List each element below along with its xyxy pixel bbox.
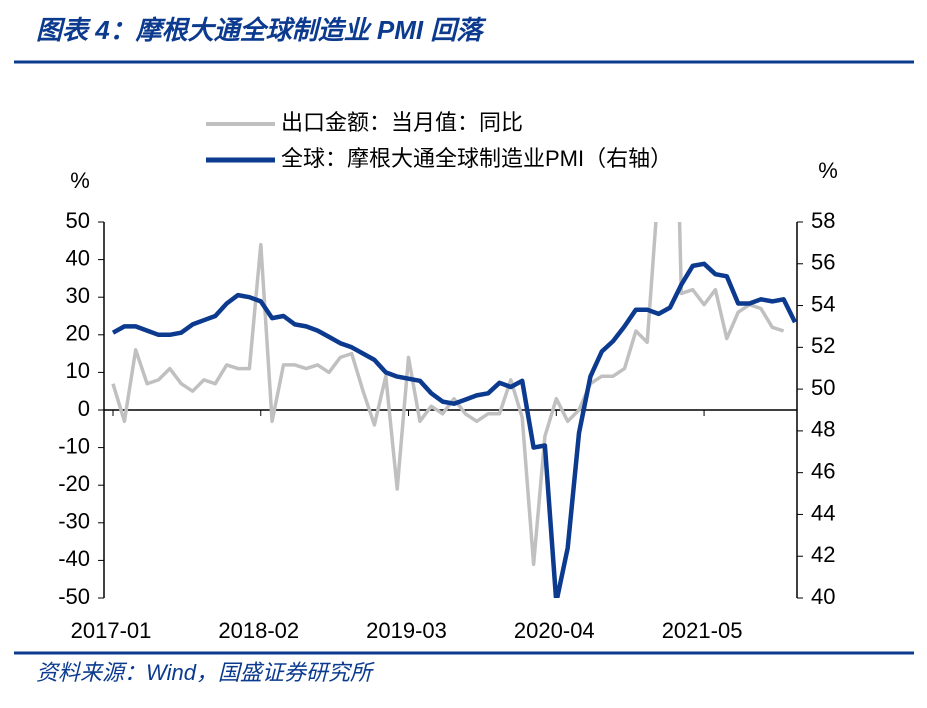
x-tick-label: 2019-03 [366,618,447,643]
y2-tick-label: 42 [811,542,835,567]
y2-tick-label: 58 [811,208,835,233]
series-line [111,222,785,566]
y-tick-label: 30 [66,283,90,308]
y-tick-label: 20 [66,321,90,346]
y-tick-label: -20 [58,471,90,496]
source: 资料来源：Wind，国盛证券研究所 [36,660,375,685]
x-tick-label: 2020-04 [514,618,595,643]
y-tick-label: 0 [78,396,90,421]
y-tick-label: -30 [58,509,90,534]
y2-tick-label: 48 [811,417,835,442]
y2-tick-label: 50 [811,375,835,400]
y-unit: % [70,168,90,193]
y-tick-label: -50 [58,584,90,609]
legend-label: 出口金额：当月值：同比 [281,110,523,135]
x-tick-label: 2021-05 [662,618,743,643]
y2-tick-label: 44 [811,500,835,525]
y2-tick-label: 46 [811,458,835,483]
x-tick-label: 2018-02 [218,618,299,643]
y2-tick-label: 54 [811,291,835,316]
y-tick-label: -40 [58,546,90,571]
x-tick-label: 2017-01 [71,618,152,643]
y-tick-label: 50 [66,208,90,233]
y2-tick-label: 40 [811,584,835,609]
chart-title: 图表 4：摩根大通全球制造业 PMI 回落 [36,15,487,45]
y2-tick-label: 52 [811,333,835,358]
y-tick-label: 40 [66,245,90,270]
legend-label: 全球：摩根大通全球制造业PMI（右轴） [281,146,672,171]
series-line [111,261,797,598]
y-tick-label: -10 [58,433,90,458]
y2-unit: % [818,158,838,183]
y-tick-label: 10 [66,358,90,383]
y2-tick-label: 56 [811,250,835,275]
plot-area [111,222,797,598]
